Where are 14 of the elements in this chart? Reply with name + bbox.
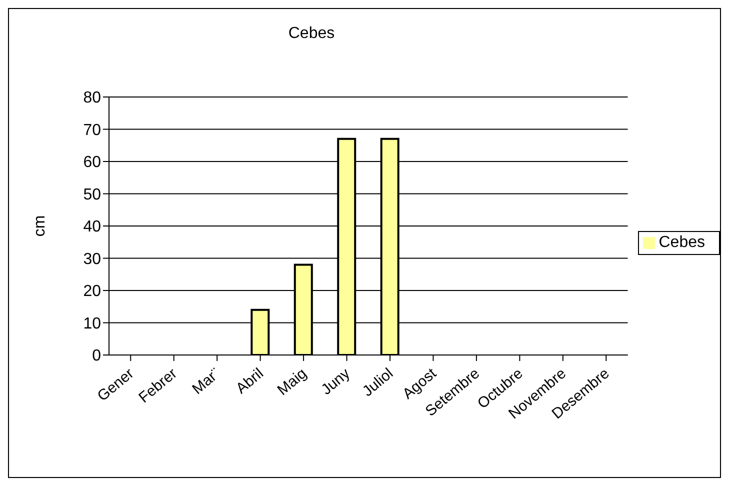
y-tick-label: 20 <box>83 283 102 300</box>
chart-title: Cebes <box>287 25 336 43</box>
y-tick-label: 70 <box>83 122 102 139</box>
y-tick-label: 0 <box>92 348 102 365</box>
y-tick-label: 10 <box>83 315 102 332</box>
y-tick-label: 80 <box>83 90 102 107</box>
y-tick-label: 30 <box>83 250 102 268</box>
y-tick-label: 60 <box>83 154 102 172</box>
y-tick-label: 40 <box>83 218 102 236</box>
y-tick-label: 50 <box>83 186 102 204</box>
y-axis-title: cm <box>32 215 49 237</box>
x-tick-label: Juny <box>318 364 354 398</box>
x-tick-label: Maig <box>274 365 310 399</box>
legend-label: Cebes <box>658 234 705 251</box>
